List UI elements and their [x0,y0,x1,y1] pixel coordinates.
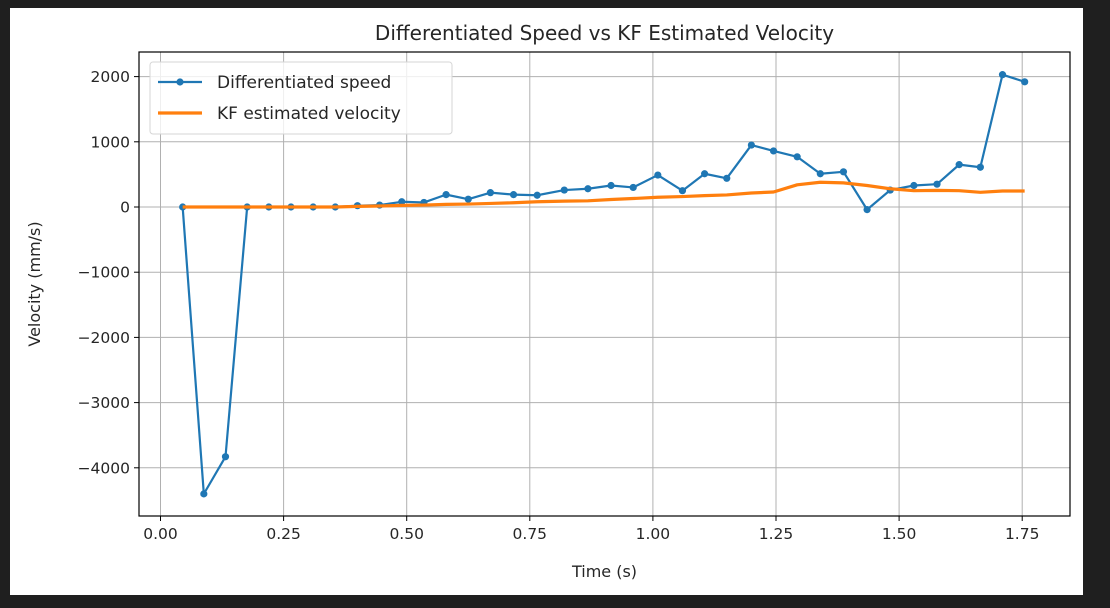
differentiated-speed-point [723,174,731,182]
legend-box [149,61,453,135]
y-tick-label: 1000 [91,133,130,151]
ticks: 0.00 0.25 0.50 0.75 1.00 1.25 1.50 1.75 2000 1000… [78,68,1040,543]
x-tick-label: 1.50 [882,525,917,543]
chart-title: Differentiated Speed vs KF Estimated Vel… [375,21,834,45]
differentiated-speed-point [910,181,918,190]
differentiated-speed-point [678,187,687,195]
series-layer [179,71,1029,498]
differentiated-speed-point [221,453,230,461]
differentiated-speed-point [839,168,848,176]
differentiated-speed-point [560,186,568,194]
differentiated-speed-point [179,203,187,211]
differentiated-speed-point [769,147,778,155]
kf-velocity-line [182,180,1025,209]
y-tick-label: 2000 [91,68,130,86]
differentiated-speed-point [933,180,941,188]
differentiated-speed-point [200,490,208,498]
legend-label-differentiated: Differentiated speed [217,73,391,93]
differentiated-speed-point [747,141,755,149]
differentiated-speed-point [442,191,450,199]
differentiated-speed-point [863,206,871,214]
differentiated-speed-point [533,191,541,199]
differentiated-speed-point [464,195,472,203]
y-tick-label: −2000 [78,329,130,347]
x-tick-label: 0.75 [513,525,548,543]
differentiated-speed-point [955,161,963,169]
differentiated-speed-point [998,71,1007,79]
differentiated-speed-point [1021,78,1029,86]
differentiated-speed-point [793,153,801,161]
axes-frame [138,51,1071,517]
x-tick-label: 0.50 [389,525,424,543]
y-tick-label: 0 [120,199,130,217]
x-tick-label: 1.75 [1005,525,1040,543]
differentiated-speed-point [976,163,984,171]
legend: Differentiated speed KF estimated veloci… [149,61,453,135]
y-tick-label: −3000 [78,394,130,412]
differentiated-speed-point [509,191,518,199]
differentiated-speed-point [486,189,495,197]
y-axis-label: Velocity (mm/s) [25,221,44,346]
differentiated-speed-point [629,183,637,192]
x-tick-label: 1.00 [636,525,671,543]
x-axis-label: Time (s) [571,562,637,581]
y-tick-label: −4000 [78,459,130,477]
differentiated-speed-point [816,170,824,178]
legend-label-kf: KF estimated velocity [217,104,401,124]
x-tick-label: 1.25 [759,525,794,543]
y-tick-label: −1000 [78,264,130,282]
x-tick-label: 0.25 [266,525,301,543]
legend-marker-differentiated [176,78,184,86]
differentiated-speed-point [584,185,592,193]
differentiated-speed-point [398,198,406,206]
differentiated-speed-point [701,170,709,178]
x-tick-label: 0.00 [143,525,178,543]
differentiated-speed-point [654,171,662,179]
differentiated-speed-point [607,181,615,190]
